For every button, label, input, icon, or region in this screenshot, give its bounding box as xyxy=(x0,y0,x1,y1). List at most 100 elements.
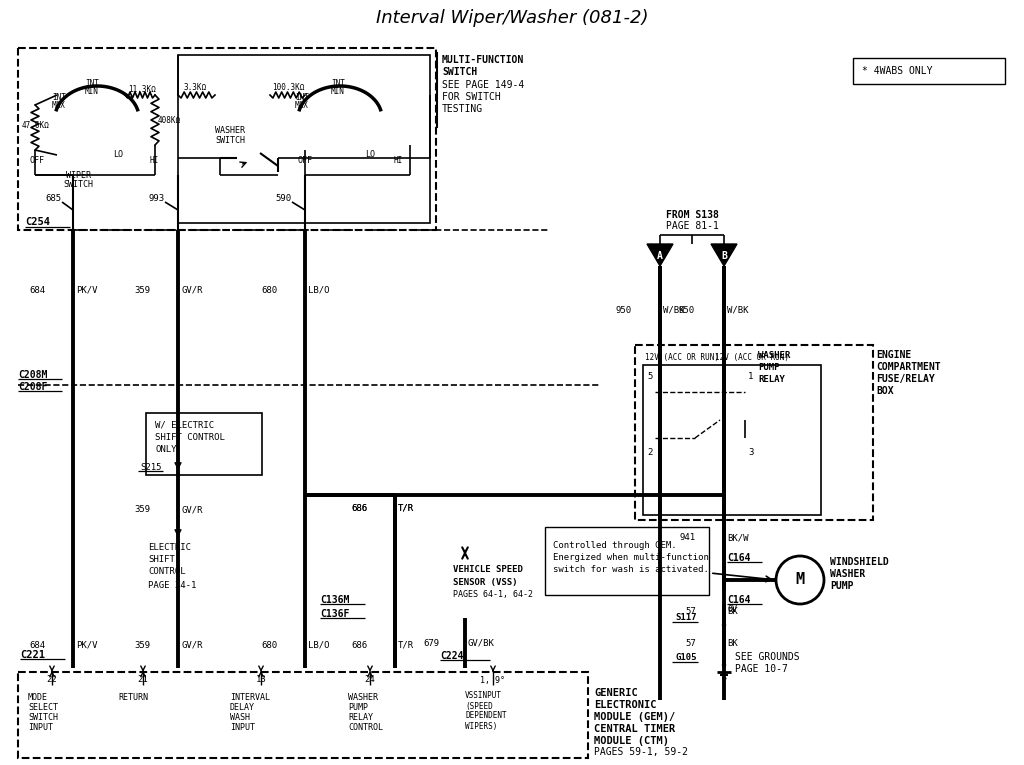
Text: * 4WABS ONLY: * 4WABS ONLY xyxy=(862,66,933,76)
Text: TESTING: TESTING xyxy=(442,104,483,114)
Text: SHIFT CONTROL: SHIFT CONTROL xyxy=(155,432,225,441)
Circle shape xyxy=(176,474,179,477)
Text: 13: 13 xyxy=(256,675,266,685)
Text: A: A xyxy=(657,251,663,261)
Text: Controlled through GEM.: Controlled through GEM. xyxy=(553,541,677,549)
Text: SHIFT: SHIFT xyxy=(148,555,175,565)
Text: MIN: MIN xyxy=(331,86,345,96)
Text: FOR SWITCH: FOR SWITCH xyxy=(442,92,501,102)
Text: C221: C221 xyxy=(20,650,45,660)
Text: 21: 21 xyxy=(137,675,148,685)
Text: SWITCH: SWITCH xyxy=(442,67,477,77)
Text: VEHICLE SPEED: VEHICLE SPEED xyxy=(453,565,523,575)
Text: LO: LO xyxy=(365,149,375,158)
Text: WASH: WASH xyxy=(230,714,250,722)
Text: 686: 686 xyxy=(352,503,368,513)
Text: COMPARTMENT: COMPARTMENT xyxy=(876,362,941,372)
Text: PUMP: PUMP xyxy=(758,363,779,372)
Text: 359: 359 xyxy=(134,506,150,515)
Text: 993: 993 xyxy=(148,194,165,203)
Circle shape xyxy=(776,556,824,604)
Text: 12V (ACC OR RUN): 12V (ACC OR RUN) xyxy=(715,353,790,362)
Text: 1: 1 xyxy=(748,372,754,380)
Text: 1, 9°: 1, 9° xyxy=(480,675,506,685)
Text: T/R: T/R xyxy=(398,503,414,513)
FancyBboxPatch shape xyxy=(18,672,588,758)
Text: BK: BK xyxy=(727,639,737,647)
Text: WASHER: WASHER xyxy=(830,569,865,579)
Text: C136M: C136M xyxy=(319,595,349,605)
Text: 359: 359 xyxy=(134,640,150,649)
Text: WIPER: WIPER xyxy=(66,171,90,180)
Circle shape xyxy=(723,663,725,666)
Text: S117: S117 xyxy=(676,614,697,623)
Text: 950: 950 xyxy=(615,305,632,314)
Text: G105: G105 xyxy=(676,653,697,662)
Text: W/BK: W/BK xyxy=(727,305,749,314)
FancyBboxPatch shape xyxy=(178,55,430,223)
Text: GV/BK: GV/BK xyxy=(468,639,495,647)
Text: INPUT: INPUT xyxy=(230,724,255,733)
Text: ONLY: ONLY xyxy=(155,444,176,454)
Text: 3: 3 xyxy=(748,448,754,457)
Text: PK/V: PK/V xyxy=(76,640,97,649)
Text: OFF: OFF xyxy=(298,155,313,164)
Text: VSSINPUT: VSSINPUT xyxy=(465,692,502,701)
Text: HI: HI xyxy=(150,155,160,164)
Text: 684: 684 xyxy=(29,285,45,295)
Text: GENERIC: GENERIC xyxy=(594,688,638,698)
Text: FUSE/RELAY: FUSE/RELAY xyxy=(876,374,935,384)
Text: 685: 685 xyxy=(46,194,62,203)
Text: SEE PAGE 149-4: SEE PAGE 149-4 xyxy=(442,80,524,90)
Text: switch for wash is activated.: switch for wash is activated. xyxy=(553,565,709,574)
Text: 590: 590 xyxy=(275,194,292,203)
Text: WASHER: WASHER xyxy=(348,694,378,702)
Text: MODE: MODE xyxy=(28,694,48,702)
Text: ENGINE: ENGINE xyxy=(876,350,911,360)
Text: FROM S138: FROM S138 xyxy=(666,210,719,220)
Text: LB/O: LB/O xyxy=(308,285,330,295)
Text: 5: 5 xyxy=(647,372,652,380)
Text: C136F: C136F xyxy=(319,609,349,619)
Text: RELAY: RELAY xyxy=(758,375,784,383)
Text: WINDSHIELD: WINDSHIELD xyxy=(830,557,889,567)
Text: OFF: OFF xyxy=(30,155,45,164)
Text: C254: C254 xyxy=(25,217,50,227)
Text: WASHER: WASHER xyxy=(215,125,245,135)
Text: 0V: 0V xyxy=(727,606,737,614)
Text: C224: C224 xyxy=(440,651,464,661)
Text: RETURN: RETURN xyxy=(118,694,148,702)
Text: MIN: MIN xyxy=(85,86,99,96)
Text: INT: INT xyxy=(85,79,99,87)
Text: C208M: C208M xyxy=(18,370,47,380)
Text: 100.3KΩ: 100.3KΩ xyxy=(272,83,304,92)
Text: PAGES 64-1, 64-2: PAGES 64-1, 64-2 xyxy=(453,590,534,598)
Text: MODULE (CTM): MODULE (CTM) xyxy=(594,736,669,746)
FancyBboxPatch shape xyxy=(853,58,1005,84)
Text: MAX: MAX xyxy=(52,100,66,109)
Text: GV/R: GV/R xyxy=(181,285,203,295)
Text: C164: C164 xyxy=(727,553,751,563)
Text: SWITCH: SWITCH xyxy=(63,180,93,188)
Text: MAX: MAX xyxy=(295,100,309,109)
Text: 12V (ACC OR RUN): 12V (ACC OR RUN) xyxy=(645,353,719,362)
Text: W/ ELECTRIC: W/ ELECTRIC xyxy=(155,421,214,429)
Text: PAGE 81-1: PAGE 81-1 xyxy=(666,221,719,231)
Text: ELECTRONIC: ELECTRONIC xyxy=(594,700,656,710)
Text: 686: 686 xyxy=(352,640,368,649)
Text: PAGE 34-1: PAGE 34-1 xyxy=(148,581,197,590)
Text: 57: 57 xyxy=(685,607,696,617)
Text: CONTROL: CONTROL xyxy=(348,724,383,733)
Text: 3.3KΩ: 3.3KΩ xyxy=(183,83,206,92)
Text: SEE GROUNDS: SEE GROUNDS xyxy=(735,652,800,662)
Text: PUMP: PUMP xyxy=(830,581,853,591)
Text: 950: 950 xyxy=(679,305,695,314)
Text: BK: BK xyxy=(727,607,737,617)
Text: 57: 57 xyxy=(685,639,696,647)
Text: INT: INT xyxy=(52,93,66,102)
Text: INT: INT xyxy=(295,93,309,102)
Text: PUMP: PUMP xyxy=(348,704,368,712)
Text: CONTROL: CONTROL xyxy=(148,568,185,577)
Text: GV/R: GV/R xyxy=(181,640,203,649)
Text: 941: 941 xyxy=(680,533,696,542)
